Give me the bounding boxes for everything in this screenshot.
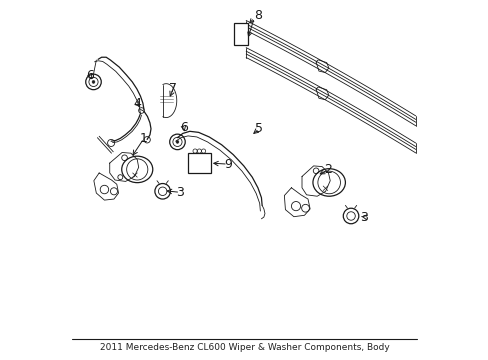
Text: 2011 Mercedes-Benz CL600 Wiper & Washer Components, Body: 2011 Mercedes-Benz CL600 Wiper & Washer …: [100, 343, 388, 352]
Text: 8: 8: [253, 9, 262, 22]
Text: 1: 1: [140, 132, 147, 145]
Text: 4: 4: [133, 96, 141, 109]
Text: 3: 3: [360, 211, 367, 224]
FancyBboxPatch shape: [188, 153, 210, 173]
FancyBboxPatch shape: [233, 23, 247, 45]
Text: 6: 6: [180, 121, 187, 134]
Circle shape: [92, 81, 95, 83]
Text: 3: 3: [176, 186, 184, 199]
Text: 5: 5: [255, 122, 263, 135]
Text: 9: 9: [224, 158, 231, 171]
Text: 2: 2: [324, 163, 332, 176]
Circle shape: [176, 140, 179, 143]
Text: 6: 6: [86, 69, 94, 82]
Text: 7: 7: [169, 82, 177, 95]
